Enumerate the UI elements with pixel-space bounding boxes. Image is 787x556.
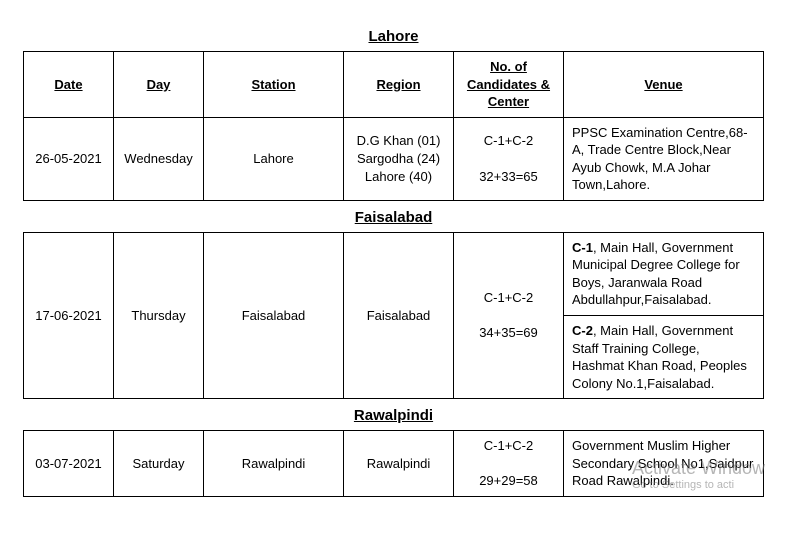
cell-candidates: C-1+C-229+29=58 [454,431,564,497]
table-row: 17-06-2021ThursdayFaisalabadFaisalabadC-… [24,232,764,315]
cell-venue: C-2, Main Hall, Government Staff Trainin… [564,316,764,399]
cell-venue: PPSC Examination Centre,68-A, Trade Cent… [564,117,764,200]
section-title: Faisalabad [20,209,767,226]
col-header-date: Date [24,52,114,118]
cell-region: D.G Khan (01)Sargodha (24)Lahore (40) [344,117,454,200]
table-header-row: DateDayStationRegionNo. of Candidates & … [24,52,764,118]
col-header-venue: Venue [564,52,764,118]
col-header-candidates: No. of Candidates & Center [454,52,564,118]
cell-station: Faisalabad [204,232,344,398]
table-row: 26-05-2021WednesdayLahoreD.G Khan (01)Sa… [24,117,764,200]
schedule-table: 03-07-2021SaturdayRawalpindiRawalpindiC-… [23,430,764,497]
table-row: 03-07-2021SaturdayRawalpindiRawalpindiC-… [24,431,764,497]
cell-date: 03-07-2021 [24,431,114,497]
schedule-document: LahoreDateDayStationRegionNo. of Candida… [20,28,767,497]
cell-station: Rawalpindi [204,431,344,497]
cell-date: 26-05-2021 [24,117,114,200]
cell-candidates: C-1+C-234+35=69 [454,232,564,398]
section-title: Lahore [20,28,767,45]
cell-day: Wednesday [114,117,204,200]
cell-day: Saturday [114,431,204,497]
col-header-station: Station [204,52,344,118]
cell-venue: C-1, Main Hall, Government Municipal Deg… [564,232,764,315]
cell-date: 17-06-2021 [24,232,114,398]
cell-day: Thursday [114,232,204,398]
cell-region: Faisalabad [344,232,454,398]
cell-region: Rawalpindi [344,431,454,497]
col-header-day: Day [114,52,204,118]
schedule-table: 17-06-2021ThursdayFaisalabadFaisalabadC-… [23,232,764,399]
cell-candidates: C-1+C-232+33=65 [454,117,564,200]
cell-venue: Government Muslim Higher Secondary Schoo… [564,431,764,497]
schedule-table: DateDayStationRegionNo. of Candidates & … [23,51,764,201]
col-header-region: Region [344,52,454,118]
cell-station: Lahore [204,117,344,200]
section-title: Rawalpindi [20,407,767,424]
